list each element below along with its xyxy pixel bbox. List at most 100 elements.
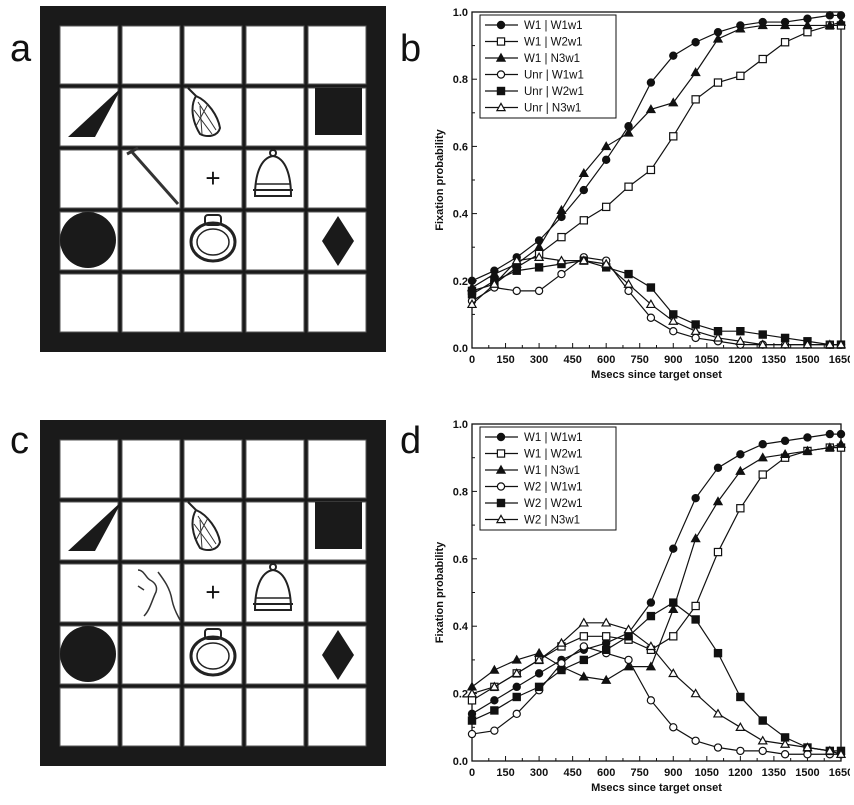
grid-cell	[121, 439, 181, 499]
legend-label: W2 | W1w1	[524, 482, 583, 494]
y-tick-label: 0.6	[453, 141, 468, 153]
data-point	[690, 533, 701, 543]
data-point	[835, 16, 847, 26]
x-tick-label: 1500	[795, 354, 819, 366]
data-point	[758, 716, 767, 725]
y-tick-label: 0.0	[453, 343, 468, 355]
panel-letter-c: c	[10, 420, 29, 462]
data-point	[836, 429, 846, 439]
data-point	[601, 674, 612, 684]
grid-cell	[183, 563, 243, 623]
grid-cell	[183, 149, 243, 209]
x-tick-label: 0	[469, 354, 475, 366]
x-axis-label: Msecs since target onset	[591, 369, 722, 381]
fixation-chart-b: 0.0 0.2 0.4 0.6 0.8 1.0 0 150 300 450 600 750 900 105…	[434, 7, 850, 381]
data-point	[735, 335, 746, 345]
data-point	[780, 436, 790, 446]
data-point	[757, 452, 768, 462]
grid-cell	[307, 687, 367, 747]
data-point	[669, 51, 678, 60]
data-point	[624, 182, 633, 191]
net-picture	[187, 501, 222, 551]
grid-cell	[59, 687, 119, 747]
legend-marker	[496, 20, 506, 30]
grid-cell	[59, 149, 119, 209]
data-point	[601, 632, 611, 641]
data-point	[690, 67, 701, 77]
data-point	[557, 269, 566, 279]
data-point	[578, 167, 589, 177]
y-tick-label: 0.8	[453, 486, 468, 498]
grid-cell	[245, 25, 305, 85]
data-point	[668, 668, 679, 678]
x-tick-label: 900	[664, 767, 682, 779]
grid-cell	[245, 273, 305, 333]
grid-cell	[121, 625, 181, 685]
x-tick-label: 300	[530, 767, 548, 779]
data-point	[668, 97, 679, 107]
grid-cell	[183, 439, 243, 499]
legend-label: Unr | N3w1	[524, 103, 581, 115]
x-tick-label: 1350	[762, 767, 786, 779]
data-point	[534, 263, 544, 272]
legend-label: Unr | W1w1	[524, 70, 584, 82]
data-point	[601, 617, 612, 627]
data-point	[512, 286, 521, 296]
x-tick-label: 1500	[795, 767, 819, 779]
data-point	[712, 33, 724, 43]
y-axis-label: Fixation probability	[434, 541, 446, 643]
y-tick-label: 0.4	[453, 621, 469, 633]
series-line	[471, 256, 841, 346]
data-point	[713, 743, 723, 752]
grid-cell	[307, 439, 367, 499]
triangle-shape	[68, 501, 122, 551]
data-point	[533, 654, 545, 664]
data-point	[691, 601, 700, 611]
x-tick-label: 1350	[762, 354, 786, 366]
data-point	[646, 611, 656, 621]
data-point	[691, 493, 700, 503]
grid-cell	[59, 563, 119, 623]
stimulus-grid-a: +	[40, 6, 386, 352]
data-point	[623, 278, 634, 288]
grid-cell	[183, 273, 243, 333]
data-point	[533, 251, 545, 261]
circle-shape	[60, 212, 116, 268]
series-unr-w2w1	[467, 256, 846, 349]
x-tick-label: 300	[530, 354, 548, 366]
data-point	[645, 641, 657, 651]
data-point	[623, 624, 634, 634]
fixation-cross: +	[205, 163, 220, 193]
data-point	[579, 185, 589, 195]
series-w1-n3w1	[466, 16, 847, 292]
y-tick-label: 0.0	[453, 756, 468, 768]
data-point	[668, 315, 679, 325]
data-point	[556, 637, 567, 647]
series-w2-w2w1	[467, 598, 846, 756]
data-point	[803, 27, 812, 37]
data-point	[668, 604, 679, 614]
data-point	[490, 706, 499, 715]
nail-picture	[126, 146, 180, 205]
data-point	[490, 696, 499, 705]
data-point	[467, 716, 477, 725]
data-point	[489, 681, 500, 691]
circle-shape	[60, 626, 116, 682]
y-tick-label: 0.2	[453, 689, 468, 701]
bell-picture	[253, 563, 293, 611]
grid-cell	[59, 501, 119, 561]
data-point	[669, 544, 678, 553]
legend-marker	[495, 464, 507, 474]
data-point	[780, 750, 790, 759]
x-tick-label: 150	[496, 354, 514, 366]
grid-cell	[183, 25, 243, 85]
data-point	[669, 327, 678, 336]
triangle-shape	[68, 87, 122, 137]
grid-cell	[245, 687, 305, 747]
data-point	[835, 438, 847, 448]
panel-letter-d: d	[400, 420, 422, 462]
legend-label: Unr | W2w1	[524, 86, 584, 98]
data-point	[646, 313, 656, 322]
data-point	[825, 429, 835, 439]
neck-picture	[137, 569, 181, 621]
